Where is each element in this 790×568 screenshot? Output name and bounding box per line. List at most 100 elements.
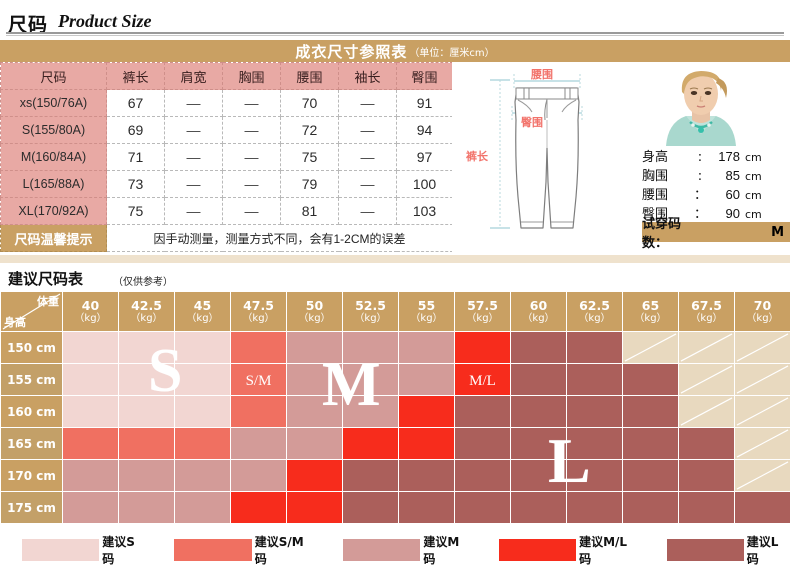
size-cell bbox=[398, 331, 455, 364]
grid-row: 170 cm bbox=[0, 459, 790, 492]
banner-unit: （单位：厘米cm） bbox=[409, 47, 495, 59]
cell-label-ml: M/L bbox=[469, 372, 496, 389]
size-chart-banner: 成衣尺寸参照表 （单位：厘米cm） bbox=[0, 40, 790, 62]
size-cell bbox=[678, 427, 735, 460]
diagonal-divider-icon bbox=[2, 293, 61, 330]
measurement-cell: 81 bbox=[280, 197, 339, 225]
spec-key: 腰围 bbox=[642, 188, 669, 203]
measurement-cell: — bbox=[222, 170, 281, 198]
size-cell bbox=[118, 459, 175, 492]
weight-header-cell: 70 （kg） bbox=[734, 291, 790, 332]
measurement-cell: 69 bbox=[106, 116, 165, 144]
size-cell bbox=[678, 491, 735, 524]
column-header: 臀围 bbox=[396, 62, 453, 90]
height-label-cell: 150 cm bbox=[0, 331, 63, 364]
model-photo bbox=[642, 64, 760, 146]
weight-unit: （kg） bbox=[746, 312, 779, 324]
tip-label: 尺码温馨提示 bbox=[0, 224, 107, 252]
height-label-cell: 175 cm bbox=[0, 491, 63, 524]
legend-swatch bbox=[22, 539, 100, 561]
height-label-cell: 165 cm bbox=[0, 427, 63, 460]
page-title-cn: 尺码 bbox=[8, 14, 49, 36]
size-cell bbox=[62, 427, 119, 460]
size-cell bbox=[286, 395, 343, 428]
size-cell bbox=[118, 363, 175, 396]
model-spec-row: 身高:178 cm bbox=[642, 146, 790, 165]
size-cell bbox=[510, 395, 567, 428]
table-header-row: 尺码 裤长 肩宽 胸围 腰围 袖长 臀围 bbox=[0, 62, 453, 90]
measurement-cell: — bbox=[164, 197, 223, 225]
column-header: 裤长 bbox=[106, 62, 165, 90]
page-title: 尺码 Product Size bbox=[0, 6, 790, 36]
row-size-label: M(160/84A) bbox=[0, 143, 107, 171]
measurement-cell: — bbox=[164, 116, 223, 144]
column-header: 袖长 bbox=[338, 62, 397, 90]
size-cell bbox=[566, 395, 623, 428]
size-cell bbox=[398, 363, 455, 396]
unavailable-hatch-icon bbox=[736, 461, 789, 490]
size-cell bbox=[510, 427, 567, 460]
size-cell bbox=[398, 427, 455, 460]
recommended-size-grid: 体重 身高 40 （kg） 42.5 （kg） 45 （kg） 47.5 （kg） 50 （kg） 52… bbox=[0, 291, 790, 524]
weight-unit: （kg） bbox=[354, 312, 387, 324]
row-size-label: xs(150/76A) bbox=[0, 89, 107, 117]
weight-header-cell: 40 （kg） bbox=[62, 291, 119, 332]
title-divider-secondary bbox=[6, 35, 784, 36]
size-cell: M/L bbox=[454, 363, 511, 396]
corner-weight-label: 体重 bbox=[37, 295, 59, 308]
size-cell bbox=[398, 395, 455, 428]
legend-item: 建议S码 bbox=[22, 533, 146, 567]
banner-title: 成衣尺寸参照表 bbox=[295, 42, 408, 61]
size-cell bbox=[342, 427, 399, 460]
size-cell bbox=[62, 395, 119, 428]
legend-swatch bbox=[174, 539, 252, 561]
height-label-cell: 160 cm bbox=[0, 395, 63, 428]
try-on-size-value: M bbox=[771, 224, 784, 240]
label-waist: 腰围 bbox=[531, 68, 553, 81]
measurement-cell: — bbox=[222, 89, 281, 117]
table-row: M(160/84A) 71— —75—97 bbox=[0, 143, 453, 171]
size-cell bbox=[118, 491, 175, 524]
size-cell bbox=[118, 395, 175, 428]
weight-header-cell: 50 （kg） bbox=[286, 291, 343, 332]
spec-value: 85 bbox=[725, 168, 740, 183]
spec-colon: : bbox=[697, 169, 703, 184]
size-cell bbox=[342, 395, 399, 428]
measurement-cell: 100 bbox=[396, 170, 453, 198]
spec-unit: cm bbox=[745, 208, 762, 221]
section-separator bbox=[0, 255, 790, 263]
row-size-label: XL(170/92A) bbox=[0, 197, 107, 225]
size-cell bbox=[622, 395, 679, 428]
recommend-heading: 建议尺码表 bbox=[8, 270, 84, 288]
size-cell bbox=[734, 331, 790, 364]
size-cell bbox=[118, 331, 175, 364]
weight-unit: （kg） bbox=[578, 312, 611, 324]
size-cell bbox=[174, 427, 231, 460]
measurement-cell: 70 bbox=[280, 89, 339, 117]
spec-unit: cm bbox=[745, 170, 762, 183]
model-portrait-icon bbox=[642, 64, 760, 146]
unavailable-hatch-icon bbox=[624, 333, 677, 362]
tip-row: 尺码温馨提示 因手动测量，测量方式不同，会有1-2CM的误差 bbox=[0, 224, 453, 252]
height-label-cell: 170 cm bbox=[0, 459, 63, 492]
unavailable-hatch-icon bbox=[680, 397, 733, 426]
weight-header-cell: 67.5 （kg） bbox=[678, 291, 735, 332]
grid-row: 175 cm bbox=[0, 491, 790, 524]
legend-item: 建议L码 bbox=[666, 533, 790, 567]
table-row: xs(150/76A) 67— —70—91 bbox=[0, 89, 453, 117]
size-cell bbox=[622, 491, 679, 524]
unavailable-hatch-icon bbox=[736, 397, 789, 426]
measurement-cell: — bbox=[338, 116, 397, 144]
grid-row: 150 cm bbox=[0, 331, 790, 364]
size-cell bbox=[62, 331, 119, 364]
size-cell: S/M bbox=[230, 363, 287, 396]
measurement-cell: — bbox=[338, 89, 397, 117]
size-cell bbox=[678, 331, 735, 364]
try-on-size-row: 试穿码数： M bbox=[642, 217, 790, 251]
legend-item: 建议S/M码 bbox=[174, 533, 315, 567]
grid-row: 160 cm bbox=[0, 395, 790, 428]
size-cell bbox=[342, 491, 399, 524]
legend-swatch bbox=[498, 539, 577, 561]
pants-icon bbox=[490, 74, 583, 229]
